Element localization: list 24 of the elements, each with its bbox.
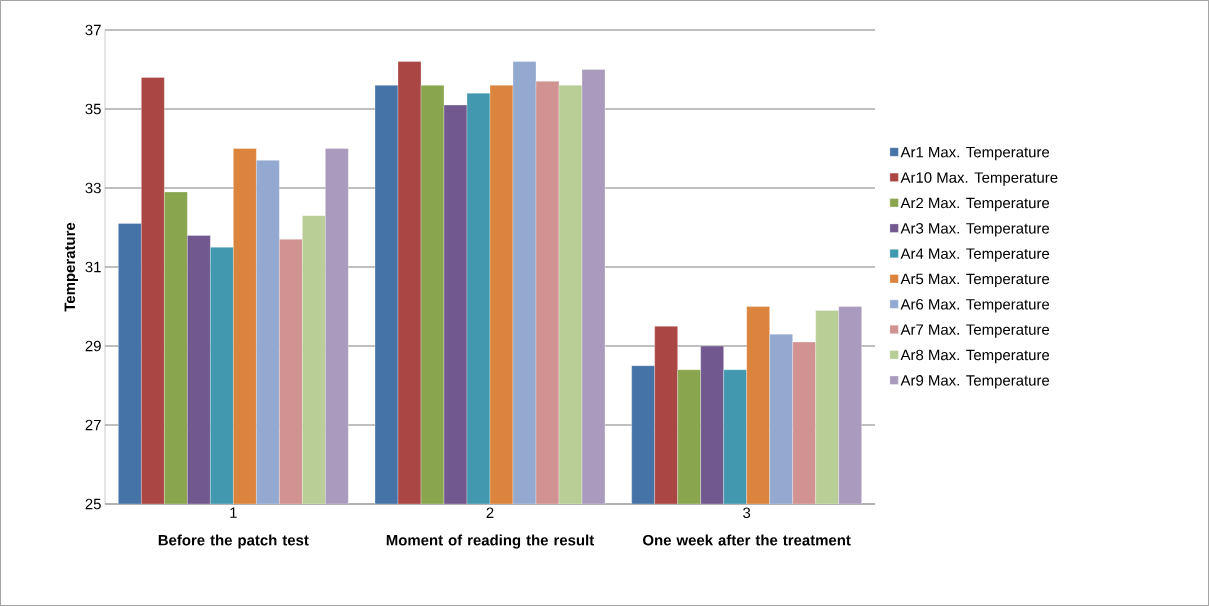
x-tick-label: 3 bbox=[743, 507, 751, 519]
legend-label: Ar7 Max. Temperature bbox=[900, 324, 1050, 338]
legend-label: Ar8 Max. Temperature bbox=[900, 349, 1050, 364]
y-tick-label: 31 bbox=[85, 261, 101, 273]
x-tick-label: 1 bbox=[230, 507, 237, 518]
legend-label: Ar2 Max. Temperature bbox=[900, 197, 1050, 212]
y-tick-label: 35 bbox=[85, 103, 101, 115]
legend-label: Ar5 Max. Temperature bbox=[900, 273, 1050, 288]
y-tick-label: 25 bbox=[85, 498, 101, 510]
text: Before the patch test bbox=[158, 534, 309, 549]
y-tick-label: 37 bbox=[85, 24, 101, 36]
y-tick-label: 33 bbox=[85, 182, 101, 194]
y-axis-title: Temperature bbox=[64, 222, 79, 312]
text: One week after the treatment bbox=[643, 534, 851, 546]
x-tick-label: 2 bbox=[486, 507, 494, 518]
y-tick-label: 29 bbox=[85, 340, 101, 352]
legend-label: Ar6 Max. Temperature bbox=[900, 299, 1050, 313]
legend-label: Ar10 Max. Temperature bbox=[900, 172, 1058, 186]
legend-label: Ar9 Max. Temperature bbox=[900, 375, 1050, 389]
legend-label: Ar4 Max. Temperature bbox=[900, 248, 1050, 262]
legend-label: Ar3 Max. Temperature bbox=[900, 223, 1050, 237]
legend-label: Ar1 Max. Temperature bbox=[900, 146, 1050, 161]
y-tick-label: 27 bbox=[85, 419, 101, 431]
text: Moment of reading the result bbox=[386, 534, 595, 549]
